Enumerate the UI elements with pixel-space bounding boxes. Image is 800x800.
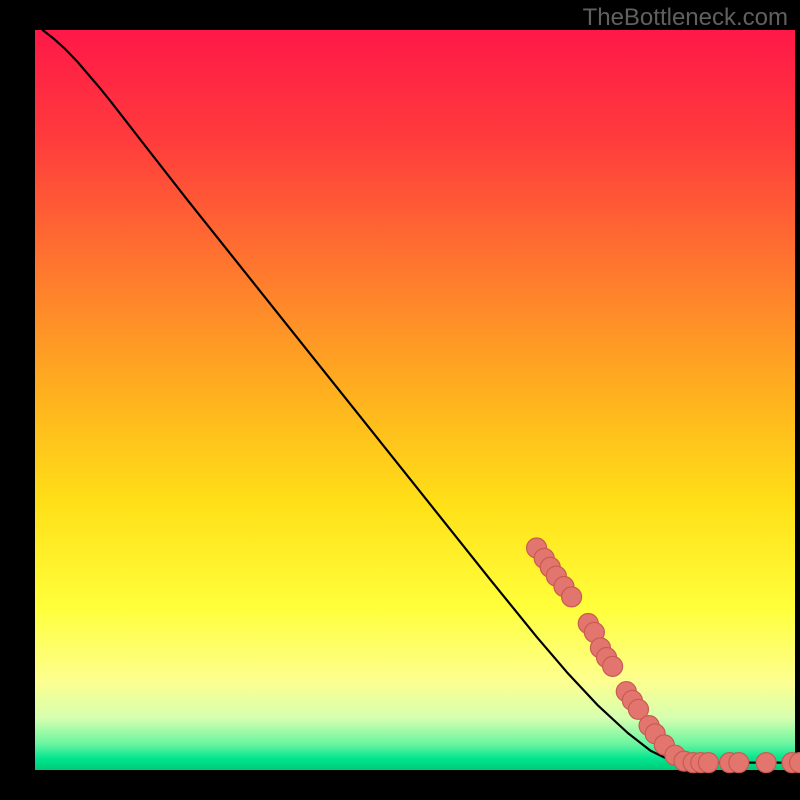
data-point xyxy=(729,753,749,773)
chart-stage: TheBottleneck.com xyxy=(0,0,800,800)
bottleneck-chart xyxy=(35,30,795,770)
data-point xyxy=(603,656,623,676)
gradient-background xyxy=(35,30,795,770)
watermark-text: TheBottleneck.com xyxy=(583,4,788,32)
data-point xyxy=(756,753,776,773)
data-point xyxy=(698,753,718,773)
data-point xyxy=(562,587,582,607)
